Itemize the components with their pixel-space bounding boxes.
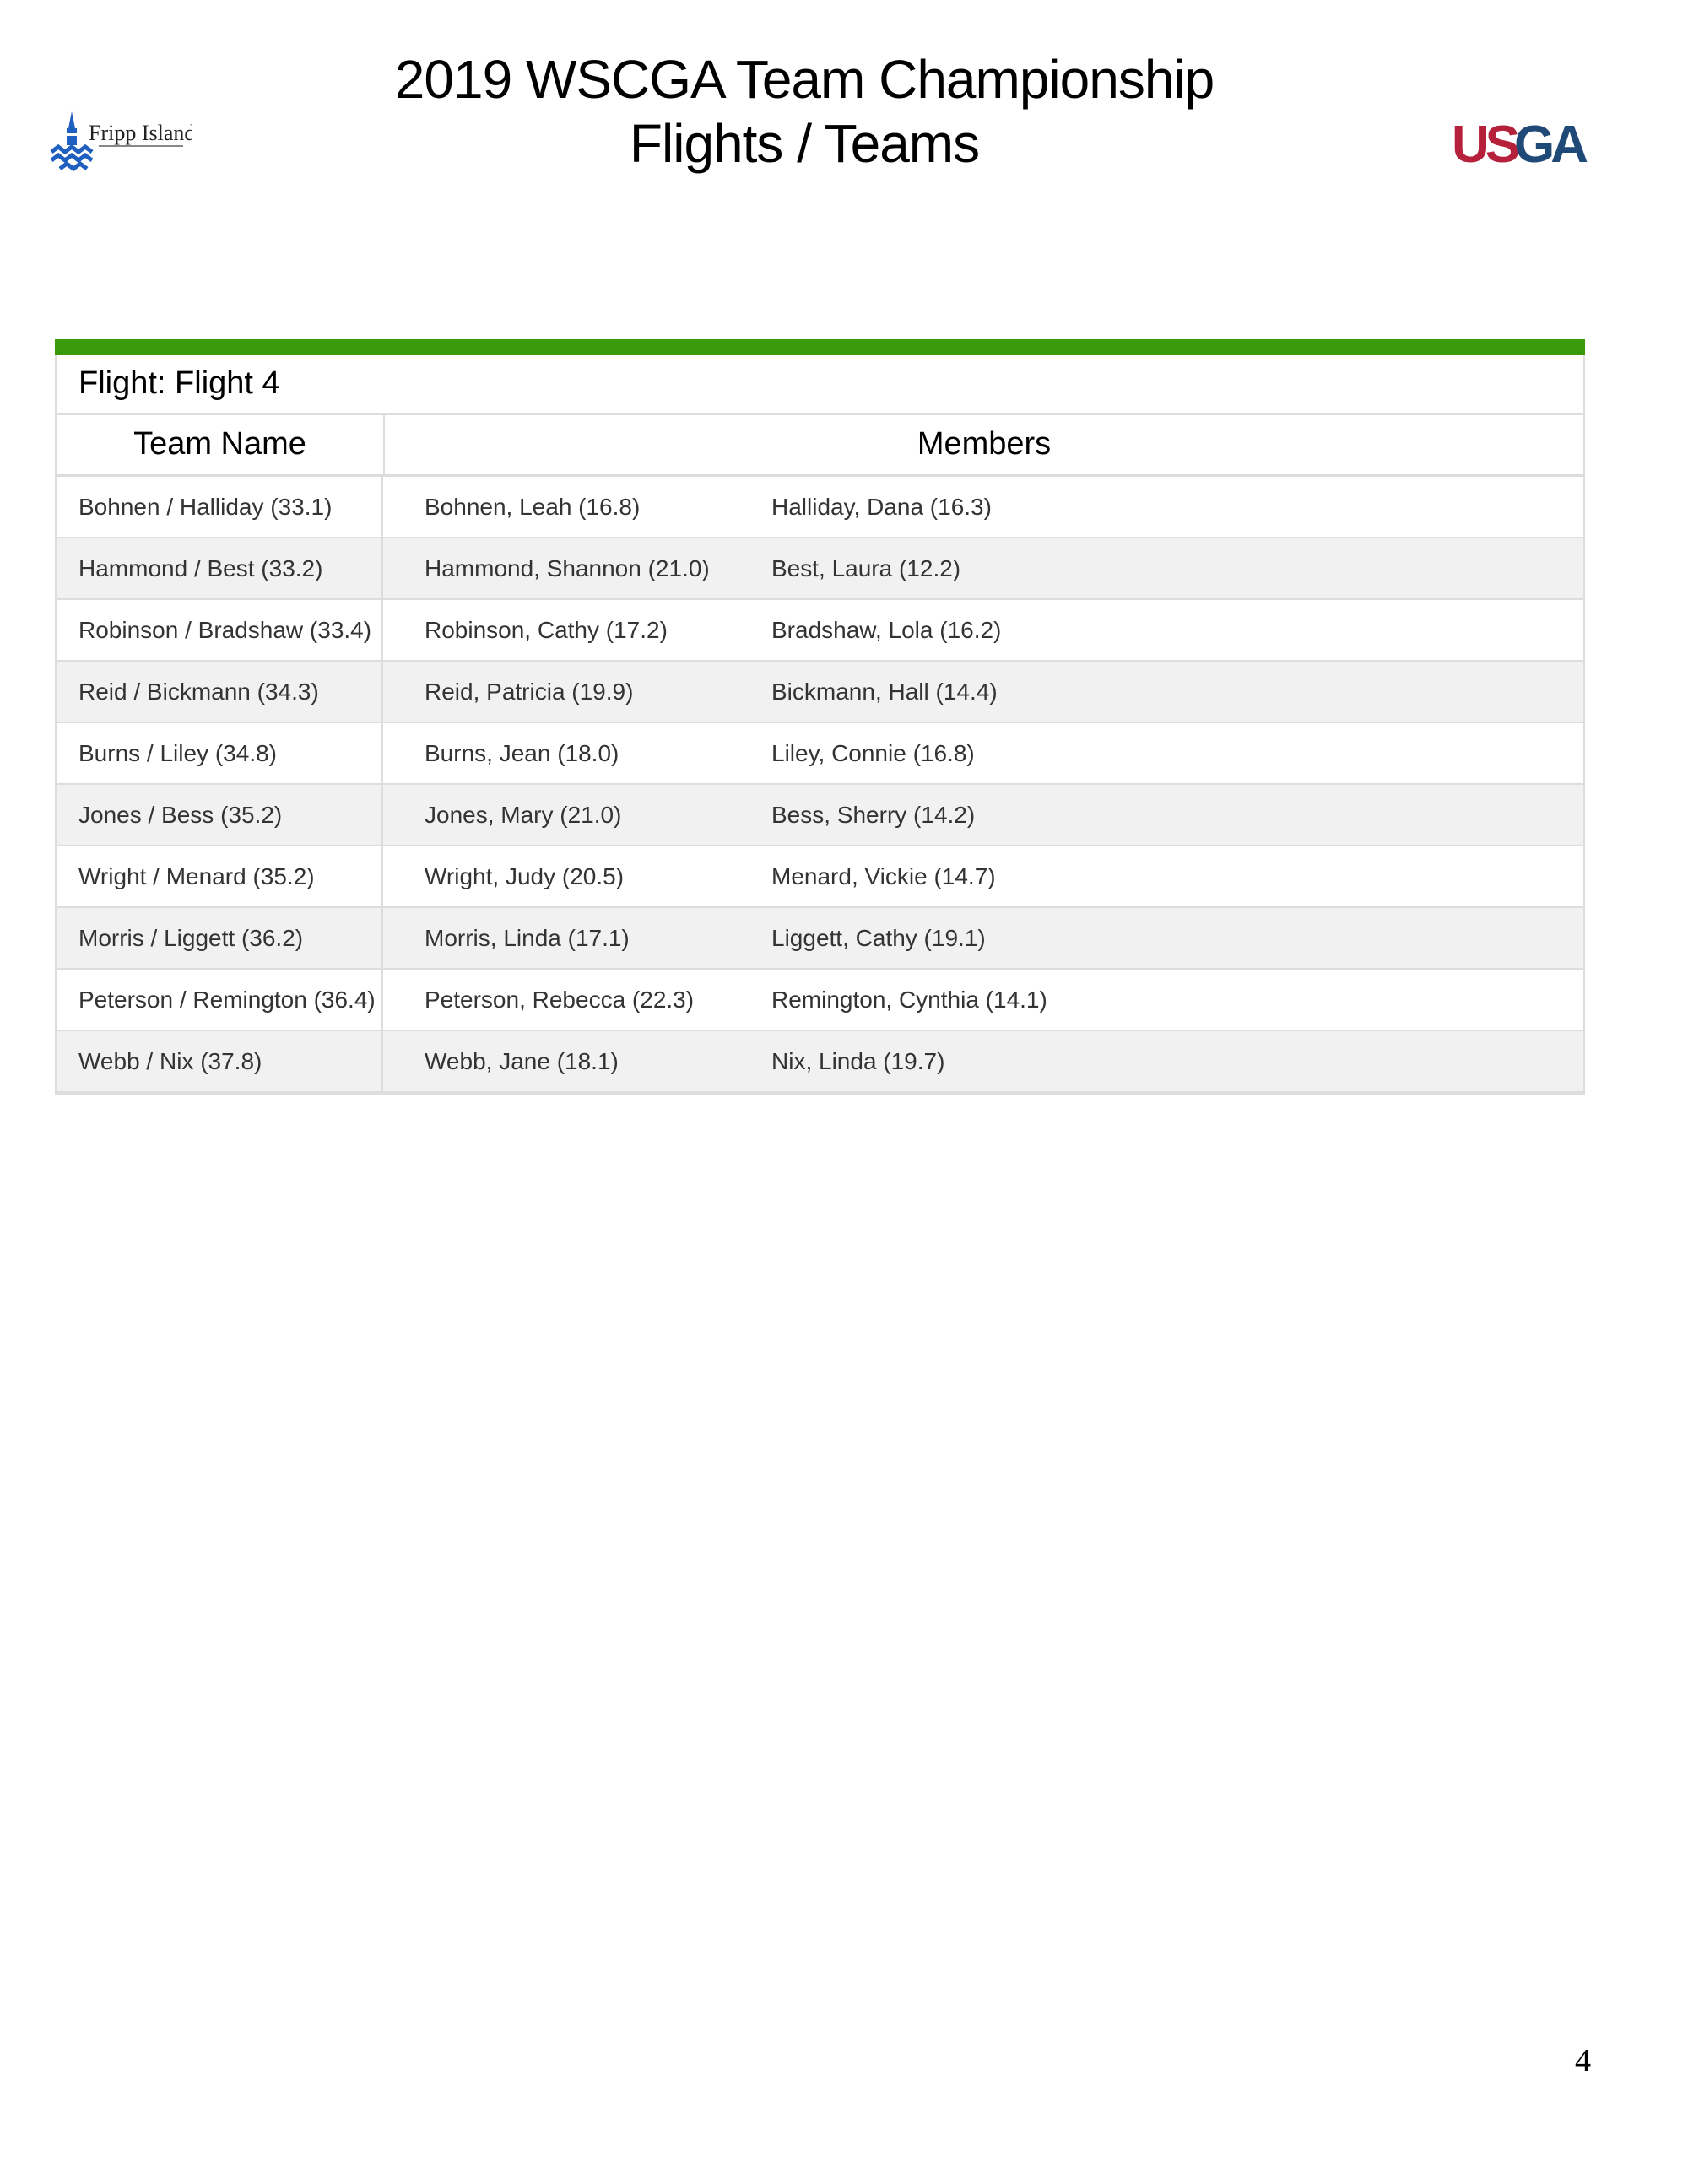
flight-label: Flight: Flight 4: [57, 355, 1583, 415]
table-row: Webb / Nix (37.8) Webb, Jane (18.1) Nix, L…: [57, 1031, 1583, 1093]
member-cell: Robinson, Cathy (17.2): [425, 616, 668, 643]
team-name-cell: Webb / Nix (37.8): [57, 1031, 383, 1091]
page-subtitle: Flights / Teams: [629, 113, 980, 174]
team-name-cell: Morris / Liggett (36.2): [57, 908, 383, 968]
fripp-island-logo: Fripp Island: [50, 111, 192, 172]
member-cell: Jones, Mary (21.0): [425, 801, 622, 828]
table-row: Jones / Bess (35.2) Jones, Mary (21.0) Bes…: [57, 785, 1583, 846]
member-cell: Webb, Jane (18.1): [425, 1047, 619, 1074]
team-name-cell: Hammond / Best (33.2): [57, 538, 383, 598]
page-title: 2019 WSCGA Team Championship: [394, 49, 1215, 110]
table-body: Bohnen / Halliday (33.1) Bohnen, Leah (16…: [57, 477, 1583, 1093]
team-name-cell: Reid / Bickmann (34.3): [57, 662, 383, 722]
table-row: Hammond / Best (33.2) Hammond, Shannon (2…: [57, 538, 1583, 600]
usga-logo: US GA: [1452, 118, 1592, 169]
table-header: Team Name Members: [57, 415, 1583, 477]
member-cell: Bohnen, Leah (16.8): [425, 493, 641, 520]
flight-color-bar: [55, 339, 1585, 355]
svg-text:Fripp Island: Fripp Island: [89, 121, 192, 145]
table-row: Wright / Menard (35.2) Wright, Judy (20.5…: [57, 846, 1583, 908]
team-name-cell: Peterson / Remington (36.4): [57, 970, 383, 1030]
flight-table: Flight: Flight 4 Team Name Members Bohne…: [55, 339, 1585, 1095]
table-row: Peterson / Remington (36.4) Peterson, Reb…: [57, 970, 1583, 1031]
table-row: Reid / Bickmann (34.3) Reid, Patricia (19…: [57, 662, 1583, 723]
member-cell: Best, Laura (12.2): [771, 554, 961, 581]
svg-text:US: US: [1452, 118, 1518, 169]
member-cell: Burns, Jean (18.0): [425, 739, 619, 766]
page-number: 4: [1575, 2043, 1591, 2079]
svg-text:GA: GA: [1514, 118, 1588, 169]
member-cell: Liley, Connie (16.8): [771, 739, 975, 766]
member-cell: Menard, Vickie (14.7): [771, 862, 996, 889]
column-header-team: Team Name: [57, 415, 385, 474]
member-cell: Morris, Linda (17.1): [425, 924, 630, 951]
member-cell: Peterson, Rebecca (22.3): [425, 986, 695, 1013]
member-cell: Reid, Patricia (19.9): [425, 678, 634, 705]
team-name-cell: Jones / Bess (35.2): [57, 785, 383, 845]
member-cell: Hammond, Shannon (21.0): [425, 554, 710, 581]
team-name-cell: Bohnen / Halliday (33.1): [57, 477, 383, 537]
member-cell: Nix, Linda (19.7): [771, 1047, 945, 1074]
member-cell: Remington, Cynthia (14.1): [771, 986, 1047, 1013]
table-row: Bohnen / Halliday (33.1) Bohnen, Leah (16…: [57, 477, 1583, 538]
table-row: Morris / Liggett (36.2) Morris, Linda (17…: [57, 908, 1583, 970]
team-name-cell: Burns / Liley (34.8): [57, 723, 383, 783]
member-cell: Bickmann, Hall (14.4): [771, 678, 998, 705]
team-name-cell: Robinson / Bradshaw (33.4): [57, 600, 383, 660]
member-cell: Liggett, Cathy (19.1): [771, 924, 986, 951]
member-cell: Wright, Judy (20.5): [425, 862, 625, 889]
member-cell: Bess, Sherry (14.2): [771, 801, 976, 828]
table-row: Robinson / Bradshaw (33.4) Robinson, Cath…: [57, 600, 1583, 662]
member-cell: Bradshaw, Lola (16.2): [771, 616, 1002, 643]
table-row: Burns / Liley (34.8) Burns, Jean (18.0) Li…: [57, 723, 1583, 785]
member-cell: Halliday, Dana (16.3): [771, 493, 992, 520]
column-header-members: Members: [917, 426, 1052, 462]
team-name-cell: Wright / Menard (35.2): [57, 846, 383, 906]
